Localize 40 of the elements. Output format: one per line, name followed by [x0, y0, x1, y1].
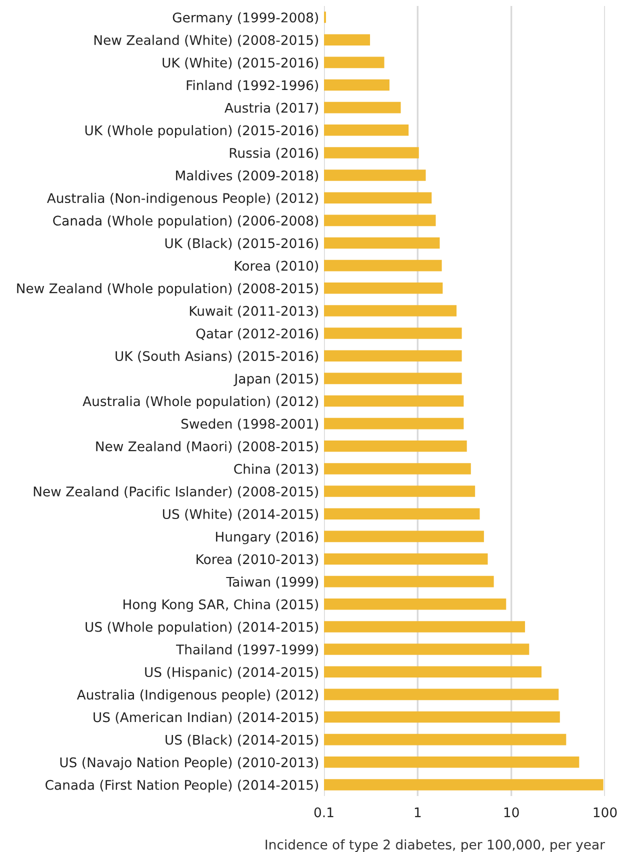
y-tick-label: Canada (First Nation People) (2014-2015) [46, 780, 318, 792]
y-tick-label: Australia (Indigenous people) (2012) [76, 689, 318, 702]
y-tick-label: Australia (Non-indigenous People) (2012) [46, 192, 318, 206]
x-tick-label: 10 [504, 807, 519, 818]
y-tick-label: China (2013) [234, 464, 318, 476]
y-tick-label: Russia (2016) [230, 148, 318, 160]
y-tick-label: New Zealand (Pacific Islander) (2008-2015) [34, 486, 318, 498]
y-tick-label: UK (Whole population) (2015-2016) [85, 125, 318, 138]
y-tick-label: UK (Black) (2015-2016) [165, 238, 318, 250]
y-tick-label: Finland (1992-1996) [186, 80, 318, 92]
y-tick-label: Qatar (2012-2016) [196, 328, 318, 340]
y-tick-label: Canada (Whole population) (2006-2008) [53, 215, 318, 228]
x-tick-label: 100 [594, 807, 617, 818]
y-tick-label: Maldives (2009-2018) [176, 170, 318, 182]
y-tick-label: Germany (1999-2008) [172, 12, 318, 26]
y-tick-label: Taiwan (1999) [226, 576, 318, 588]
y-tick-label: New Zealand (Whole population) (2008-2015) [17, 283, 318, 296]
x-axis-title: Incidence of type 2 diabetes, per 100,000, per year [266, 839, 605, 852]
y-tick-label: Korea (2010) [234, 260, 318, 272]
y-tick-label: US (American Indian) (2014-2015) [94, 712, 318, 724]
y-tick-label: Thailand (1997-1999) [176, 644, 318, 656]
y-tick-label: US (Hispanic) (2014-2015) [145, 666, 318, 680]
y-tick-label: Australia (Whole population) (2012) [82, 396, 318, 409]
y-tick-label: Kuwait (2011-2013) [190, 306, 318, 318]
y-tick-label: Sweden (1998-2001) [181, 418, 318, 430]
y-tick-label: UK (South Asians) (2015-2016) [116, 350, 318, 363]
y-tick-label: Hong Kong SAR, China (2015) [124, 599, 318, 612]
y-tick-label: New Zealand (White) (2008-2015) [94, 34, 318, 47]
y-tick-label: US (Black) (2014-2015) [166, 734, 318, 746]
x-tick-label: 1 [414, 808, 421, 818]
y-tick-label: US (White) (2014-2015) [162, 508, 318, 521]
y-tick-label: UK (White) (2015-2016) [162, 57, 318, 70]
y-tick-label: US (Whole population) (2014-2015) [86, 622, 318, 634]
x-tick-label: 0.1 [314, 807, 334, 818]
y-tick-label: Austria (2017) [224, 102, 318, 114]
y-tick-label: Korea (2010-2013) [196, 554, 318, 566]
y-tick-label: New Zealand (Maori) (2008-2015) [96, 441, 318, 453]
y-tick-label: Japan (2015) [234, 373, 318, 386]
y-tick-label: Hungary (2016) [216, 531, 318, 544]
y-tick-label: US (Navajo Nation People) (2010-2013) [60, 757, 318, 770]
